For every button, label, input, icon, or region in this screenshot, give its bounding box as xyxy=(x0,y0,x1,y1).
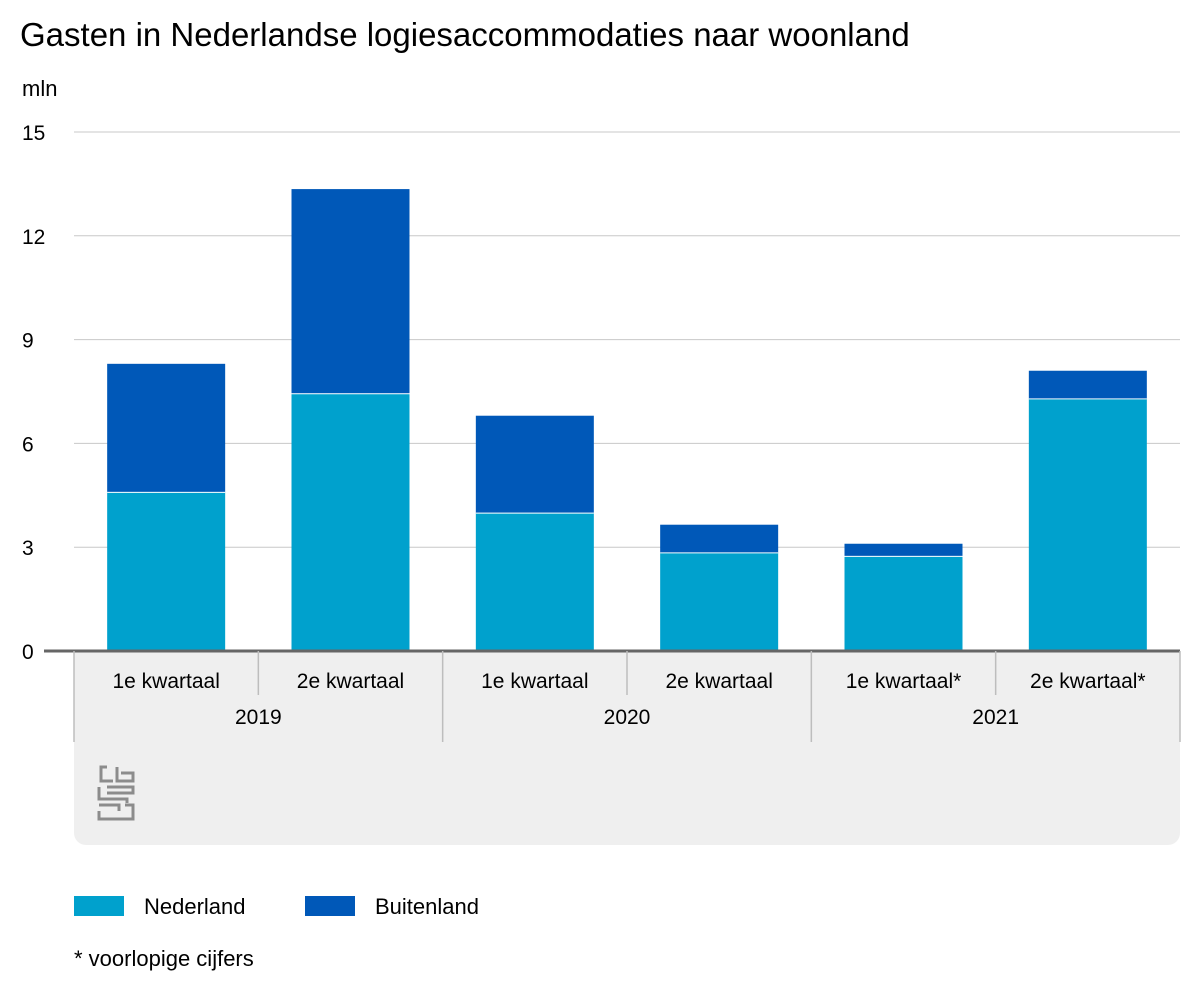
footnote: * voorlopige cijfers xyxy=(74,946,254,971)
x-category-label: 2e kwartaal xyxy=(665,670,772,693)
bar-nederland xyxy=(1028,398,1147,651)
y-tick-label: 0 xyxy=(22,641,34,664)
bar-nederland xyxy=(475,512,594,651)
bar-buitenland xyxy=(107,363,226,492)
bars xyxy=(107,189,1147,651)
legend: Nederland Buitenland xyxy=(74,894,479,919)
bar-buitenland xyxy=(1028,370,1147,399)
x-category-label: 1e kwartaal xyxy=(112,670,219,693)
x-category-label: 1e kwartaal xyxy=(481,670,588,693)
x-category-label: 2e kwartaal* xyxy=(1030,670,1146,693)
bar-nederland xyxy=(844,555,963,651)
chart-title: Gasten in Nederlandse logiesaccommodatie… xyxy=(20,16,910,53)
x-group-label: 2019 xyxy=(235,706,282,729)
x-group-label: 2020 xyxy=(604,706,651,729)
legend-swatch-buitenland xyxy=(305,896,355,916)
legend-swatch-nederland xyxy=(74,896,124,916)
bar-buitenland xyxy=(291,189,410,394)
y-tick-label: 9 xyxy=(22,330,34,353)
gridlines: 0 3 6 9 12 15 xyxy=(22,122,1180,664)
x-axis: 1e kwartaal 2e kwartaal 2019 1e kwartaal 2e … xyxy=(44,649,1181,742)
bar-buitenland xyxy=(844,543,963,556)
bar-nederland xyxy=(291,393,410,651)
bar-nederland xyxy=(660,552,779,651)
y-tick-label: 3 xyxy=(22,537,34,560)
bar-nederland xyxy=(107,491,226,651)
x-category-label: 2e kwartaal xyxy=(297,670,404,693)
bar-buitenland xyxy=(660,524,779,553)
x-category-label: 1e kwartaal* xyxy=(846,670,962,693)
y-tick-label: 6 xyxy=(22,433,34,456)
y-tick-label: 15 xyxy=(22,122,45,145)
cbs-logo-icon xyxy=(97,765,135,821)
category-axis-panel xyxy=(74,651,1180,845)
y-axis-unit: mln xyxy=(22,76,57,101)
bar-buitenland xyxy=(475,415,594,513)
legend-label-buitenland: Buitenland xyxy=(375,894,479,919)
legend-label-nederland: Nederland xyxy=(144,894,246,919)
y-tick-label: 12 xyxy=(22,226,45,249)
x-group-label: 2021 xyxy=(972,706,1019,729)
